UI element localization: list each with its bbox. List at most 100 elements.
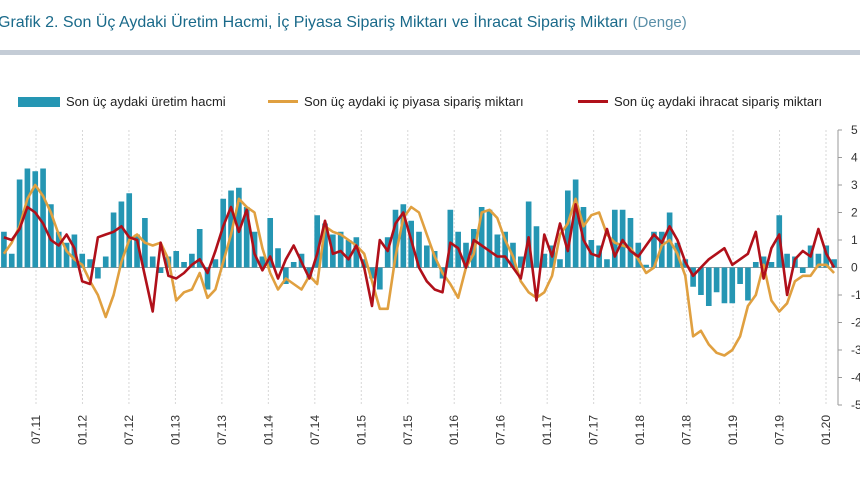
y-tick-label: -4 [851,371,860,385]
legend-swatch-export [578,100,608,103]
x-tick-label: 01.12 [75,415,89,445]
bar-production [564,190,571,268]
series-line-export [3,203,836,313]
y-tick-label: 4 [851,151,858,165]
bar-production [157,267,164,273]
legend-swatch-domestic [268,100,298,103]
bar-production [768,262,775,268]
bar-production [424,245,430,268]
bar-production [705,267,712,306]
x-tick-label: 07.19 [773,415,787,445]
bar-production [322,223,328,268]
bar-production [55,231,62,268]
y-tick-label: 2 [851,206,858,220]
bar-production [721,267,728,304]
bar-production [486,209,493,268]
bar-production [212,259,219,268]
bar-production [314,215,321,268]
bar-production [24,168,31,268]
bar-production [392,209,399,268]
bar-production [283,267,289,284]
bar-production [102,256,109,268]
legend-label-export: Son üç aydaki ihracat sipariş miktarı [614,94,823,109]
bar-production [48,204,54,268]
bar-production [361,259,367,268]
x-tick-label: 01.19 [726,415,740,445]
bar-production [1,231,7,268]
bar-production [784,253,790,268]
y-tick-label: -1 [851,288,860,302]
bar-production [737,267,743,284]
bar-production [110,212,117,268]
bar-production [243,207,250,268]
y-tick-label: -5 [851,398,860,412]
x-tick-label: 01.18 [633,415,647,445]
bar-production [831,259,837,268]
bar-production [823,245,830,268]
chart-subtitle: (Denge) [632,14,687,31]
legend-label-domestic: Son üç aydaki iç piyasa sipariş miktarı [304,94,524,109]
bar-production [541,253,548,268]
bar-production [275,248,281,268]
series-line-domestic [2,183,836,357]
bar-production [40,168,46,268]
bar-production [517,256,524,268]
legend-swatch-production [18,96,60,107]
x-tick-label: 07.15 [401,415,415,445]
bar-production [196,229,203,268]
y-tick-label: -3 [851,343,860,357]
bar-production [463,242,469,268]
x-tick-label: 07.12 [122,415,136,445]
bar-production [400,204,407,268]
bar-production [79,253,86,268]
bar-production [267,218,274,268]
bar-production [690,267,696,287]
bar-production [306,267,313,279]
legend-item-domestic: Son üç aydaki iç piyasa sipariş miktarı [268,94,524,109]
x-tick-label: 07.17 [587,415,601,445]
x-tick-label: 07.13 [215,415,229,445]
x-tick-label: 07.16 [494,415,508,445]
bar-production [533,226,540,268]
bar-production [713,267,720,293]
bar-production [494,234,501,268]
bar-production [651,231,657,268]
y-tick-label: 5 [851,123,858,137]
chart-title-text: Grafik 2. Son Üç Aydaki Üretim Hacmi, İç… [0,14,629,31]
bar-production [752,262,759,268]
bar-production [353,237,360,268]
bar-production [619,209,626,268]
x-tick-label: 01.20 [819,415,833,445]
x-tick-label: 01.14 [261,415,275,445]
bar-production [572,179,579,268]
bar-production [345,240,352,268]
bar-production [377,267,383,290]
bar-production [698,267,704,295]
legend-item-production: Son üç aydaki üretim hacmi [18,94,226,109]
y-tick-label: 0 [851,261,858,275]
bar-production [126,193,133,268]
bar-production [557,259,563,268]
bar-production [173,251,180,268]
bar-production [643,264,649,268]
x-tick-label: 01.15 [354,415,368,445]
x-tick-label: 07.14 [308,415,322,445]
y-tick-label: -2 [851,316,860,330]
x-tick-label: 01.13 [168,415,182,445]
bar-production [204,267,211,290]
bar-production [447,209,454,268]
bar-production [604,259,610,268]
bar-production [611,209,618,268]
bar-production [658,231,665,268]
bar-production [799,267,806,273]
bar-production [815,253,822,268]
bar-production [502,231,508,268]
y-tick-label: 3 [851,178,858,192]
bar-production [95,267,101,279]
bar-production [478,207,485,268]
x-tick-label: 07.18 [680,415,694,445]
bar-production [729,267,736,304]
bar-production [181,262,187,268]
legend-label-production: Son üç aydaki üretim hacmi [66,94,226,109]
bar-production [63,242,70,268]
